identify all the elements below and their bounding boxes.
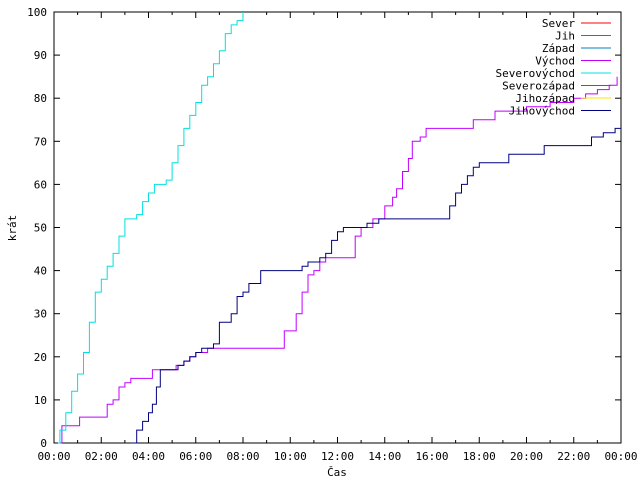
- x-tick-label: 00:00: [37, 450, 70, 463]
- legend-label: Severozápad: [502, 80, 575, 93]
- legend-label: Jihozápad: [515, 92, 575, 105]
- x-tick-label: 14:00: [368, 450, 401, 463]
- y-tick-label: 100: [27, 6, 47, 19]
- y-tick-label: 10: [34, 394, 47, 407]
- y-tick-label: 50: [34, 222, 47, 235]
- legend-label: Sever: [542, 17, 575, 30]
- y-tick-label: 80: [34, 92, 47, 105]
- legend-label: Jih: [555, 30, 575, 43]
- x-tick-label: 00:00: [604, 450, 637, 463]
- x-tick-label: 22:00: [557, 450, 590, 463]
- y-tick-label: 20: [34, 351, 47, 364]
- legend-label: Jihovýchod: [509, 105, 575, 118]
- x-tick-label: 18:00: [463, 450, 496, 463]
- y-tick-label: 30: [34, 308, 47, 321]
- series-3-line: [59, 76, 618, 444]
- series-7-line: [130, 127, 621, 444]
- x-tick-label: 20:00: [510, 450, 543, 463]
- y-tick-label: 0: [40, 437, 47, 450]
- x-tick-label: 08:00: [226, 450, 259, 463]
- y-tick-label: 70: [34, 135, 47, 148]
- y-tick-label: 40: [34, 265, 47, 278]
- x-tick-label: 16:00: [415, 450, 448, 463]
- legend-label: Severovýchod: [496, 67, 575, 80]
- y-tick-label: 60: [34, 178, 47, 191]
- y-tick-label: 90: [34, 49, 47, 62]
- series-lines: [57, 12, 621, 444]
- x-tick-label: 06:00: [179, 450, 212, 463]
- x-axis-ticks: 00:00 02:00 04:00 06:00 08:00 10:00 12:00 14:00…: [37, 12, 638, 463]
- legend-label: Západ: [542, 42, 575, 55]
- x-tick-label: 10:00: [274, 450, 307, 463]
- series-4-line: [57, 12, 244, 444]
- x-axis-label: Čas: [327, 466, 347, 479]
- x-tick-label: 04:00: [132, 450, 165, 463]
- legend: SeverJihZápadVýchodSeverovýchodSeverozáp…: [496, 17, 611, 118]
- y-axis-ticks: 0 10 20 30 40 50 60 70 80 90 100: [27, 6, 621, 450]
- y-axis-label: krát: [6, 215, 19, 242]
- x-tick-label: 12:00: [321, 450, 354, 463]
- legend-label: Východ: [535, 55, 575, 68]
- x-tick-label: 02:00: [85, 450, 118, 463]
